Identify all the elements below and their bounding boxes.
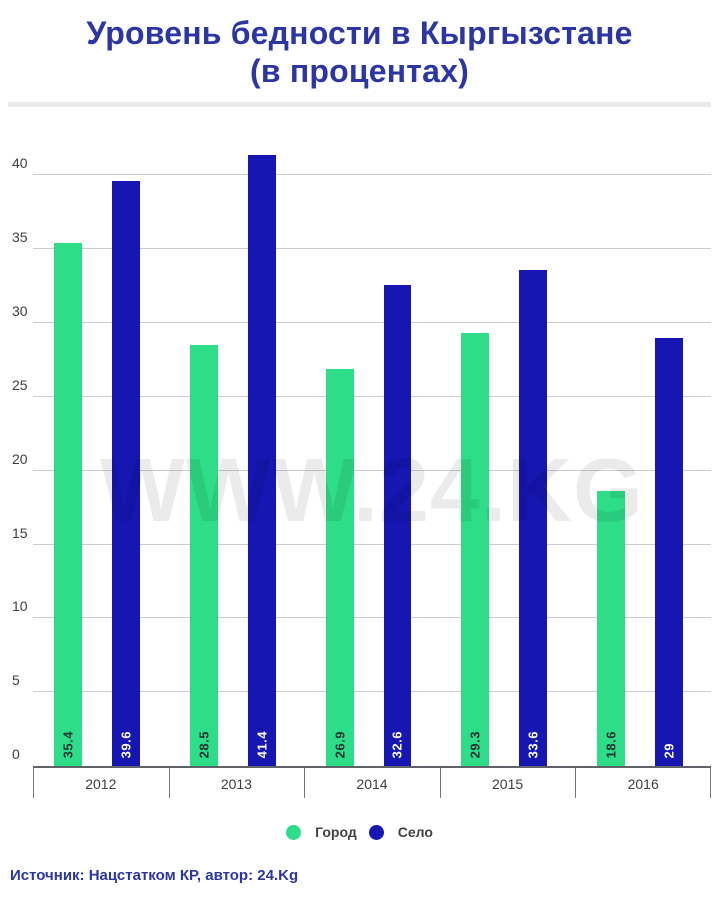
gridline — [33, 617, 711, 619]
x-tick-mark — [575, 766, 577, 798]
x-tick-mark — [304, 766, 306, 798]
gridline — [33, 248, 711, 250]
bar-village: 29 — [654, 337, 683, 766]
legend-swatch-city — [286, 824, 302, 840]
gridline — [33, 174, 711, 176]
bar-value-label: 28.5 — [196, 730, 212, 758]
bar-value-label: 33.6 — [525, 730, 541, 758]
legend-label: Село — [397, 824, 433, 840]
bar-value-label: 18.6 — [603, 730, 619, 758]
x-tick-mark — [710, 766, 711, 798]
bar-village: 32.6 — [383, 284, 412, 766]
legend-item: Город — [286, 824, 357, 840]
y-tick-label: 10 — [12, 598, 28, 615]
bar-group: 28.5 41.4 — [169, 140, 305, 766]
bar-group: 29.3 33.6 — [440, 140, 576, 766]
chart-title-line1: Уровень бедности в Кыргызстане — [86, 15, 633, 51]
x-tick-mark — [33, 766, 34, 798]
bar-group: 18.6 29 — [575, 140, 711, 766]
legend-item: Село — [368, 824, 433, 840]
bar-village: 33.6 — [519, 269, 548, 766]
source-text: Источник: Нацстатком КР, автор: 24.Kg — [10, 867, 299, 884]
bar-city: 29.3 — [461, 333, 490, 766]
x-tick-label: 2015 — [492, 776, 524, 792]
bar-value-label: 39.6 — [118, 730, 134, 758]
gridline — [33, 395, 711, 397]
y-tick-label: 25 — [12, 376, 28, 393]
title-divider — [8, 102, 711, 107]
gridline — [33, 469, 711, 471]
x-tick-label: 2014 — [356, 776, 388, 792]
x-tick-label: 2012 — [85, 776, 117, 792]
gridline — [33, 691, 711, 693]
legend-label: Город — [315, 824, 357, 840]
x-tick-label: 2016 — [627, 776, 659, 792]
plot-area: 0 5 10 15 20 25 30 35 40 35.4 39.6 2012 28.5 41.4 2013… — [12, 140, 711, 798]
y-tick-label: 30 — [12, 303, 28, 320]
bar-city: 18.6 — [596, 491, 625, 766]
y-tick-label: 5 — [12, 672, 20, 689]
chart-title-line2: (в процентах) — [250, 53, 469, 89]
y-tick-label: 0 — [12, 746, 20, 762]
y-tick-label: 40 — [12, 155, 28, 172]
bar-value-label: 29.3 — [467, 730, 483, 758]
bar-group: 35.4 39.6 — [33, 140, 169, 766]
chart-legend: Город Село — [0, 818, 719, 846]
x-tick-label: 2013 — [220, 776, 252, 792]
bar-city: 26.9 — [325, 368, 354, 766]
x-axis-line — [33, 766, 711, 768]
bar-village: 41.4 — [247, 154, 276, 766]
y-tick-label: 20 — [12, 450, 28, 467]
bar-village: 39.6 — [112, 181, 141, 766]
bar-group: 26.9 32.6 — [304, 140, 440, 766]
x-tick-mark — [168, 766, 170, 798]
legend-swatch-village — [368, 824, 384, 840]
bar-value-label: 26.9 — [332, 730, 348, 758]
bar-city: 28.5 — [190, 345, 218, 766]
gridline — [33, 543, 711, 545]
y-tick-label: 15 — [12, 524, 28, 541]
bar-city: 35.4 — [54, 243, 83, 766]
bar-value-label: 32.6 — [389, 730, 405, 758]
gridline — [33, 322, 711, 324]
x-tick-mark — [439, 766, 441, 798]
bar-value-label: 41.4 — [254, 730, 270, 758]
y-tick-label: 35 — [12, 229, 28, 246]
bar-value-label: 35.4 — [60, 730, 76, 758]
bar-value-label: 29 — [661, 742, 677, 758]
